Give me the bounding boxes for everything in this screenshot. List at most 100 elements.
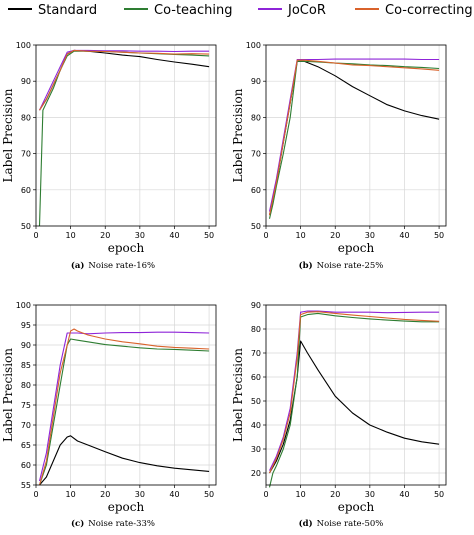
series-line-jocor — [268, 58, 440, 212]
y-tick-label: 60 — [251, 186, 261, 195]
panel-caption-tag: (c) — [71, 518, 84, 529]
y-tick-label: 40 — [251, 421, 261, 430]
series-line-co-correcting — [38, 328, 210, 486]
chart-panel: 0 10 20 30 40 50 20 30 40 50 60 70 80 90 epoch Label Pr… — [231, 301, 447, 529]
panel-caption: (b) Noise rate-25% — [299, 260, 384, 271]
series-line-standard — [268, 60, 440, 216]
y-axis-label: Label Precision — [231, 88, 245, 182]
series-line-co-teaching — [38, 338, 210, 486]
series-line-co-teaching — [268, 312, 440, 488]
x-tick-label: 30 — [365, 231, 375, 240]
y-tick-label: 55 — [21, 481, 31, 490]
x-tick-label: 0 — [263, 231, 268, 240]
series-line-standard — [269, 340, 440, 474]
y-axis-label: Label Precision — [1, 88, 15, 182]
x-tick-label: 0 — [33, 490, 38, 499]
x-tick-label: 20 — [100, 231, 110, 240]
y-tick-label: 20 — [251, 469, 261, 478]
panel-caption-text: Noise rate-50% — [317, 519, 384, 529]
panel-caption-tag: (b) — [299, 260, 313, 271]
legend-item: Standard — [8, 3, 97, 18]
series-line-co-correcting — [39, 49, 210, 111]
y-axis-label: Label Precision — [1, 348, 15, 442]
series-line-jocor — [39, 49, 210, 111]
y-tick-label: 50 — [251, 397, 261, 406]
series-line-co-correcting — [268, 59, 440, 216]
x-tick-label: 40 — [169, 490, 179, 499]
x-tick-label: 10 — [66, 231, 76, 240]
y-tick-label: 80 — [21, 113, 31, 122]
panel-caption-text: Noise rate-25% — [317, 261, 384, 271]
plot-frame — [265, 304, 447, 486]
y-tick-label: 90 — [251, 77, 261, 86]
series-line-jocor — [269, 310, 440, 471]
panel-caption-tag: (a) — [71, 260, 85, 271]
y-tick-label: 100 — [16, 301, 31, 310]
x-tick-label: 40 — [399, 490, 409, 499]
panel-caption: (a) Noise rate-16% — [71, 260, 155, 271]
x-tick-label: 20 — [100, 490, 110, 499]
x-tick-label: 30 — [135, 231, 145, 240]
y-tick-label: 65 — [21, 441, 31, 450]
panel-caption-tag: (d) — [299, 518, 313, 529]
y-tick-label: 80 — [21, 381, 31, 390]
y-tick-label: 90 — [21, 341, 31, 350]
panel-caption: (c) Noise rate-33% — [71, 518, 155, 529]
series-line-co-correcting — [269, 311, 440, 474]
x-tick-label: 30 — [135, 490, 145, 499]
y-tick-label: 100 — [246, 41, 261, 50]
x-axis-label: epoch — [108, 500, 145, 514]
y-tick-label: 60 — [21, 186, 31, 195]
series-line-co-teaching — [38, 50, 210, 227]
x-tick-label: 40 — [169, 231, 179, 240]
legend-label: Co-teaching — [154, 3, 233, 18]
y-tick-label: 95 — [21, 321, 31, 330]
y-tick-label: 30 — [251, 445, 261, 454]
x-tick-label: 50 — [434, 231, 444, 240]
x-tick-label: 30 — [365, 490, 375, 499]
x-axis-label: epoch — [338, 241, 375, 255]
x-tick-label: 50 — [434, 490, 444, 499]
y-tick-label: 85 — [21, 361, 31, 370]
legend-item: Co-correcting — [355, 3, 473, 18]
x-tick-label: 0 — [33, 231, 38, 240]
y-axis-label: Label Precision — [231, 348, 245, 442]
chart-panel: 0 10 20 30 40 50 50 60 70 80 90 100 epoch Label Preci… — [231, 41, 447, 271]
legend-item: JoCoR — [258, 3, 326, 18]
legend: Standard Co-teaching JoCoR Co-correcting — [8, 3, 473, 18]
x-tick-label: 50 — [204, 231, 214, 240]
x-tick-label: 10 — [296, 231, 306, 240]
legend-label: JoCoR — [287, 3, 326, 18]
x-tick-label: 40 — [399, 231, 409, 240]
legend-label: Co-correcting — [385, 3, 473, 18]
x-tick-label: 10 — [66, 490, 76, 499]
x-axis-label: epoch — [338, 500, 375, 514]
panel-caption: (d) Noise rate-50% — [299, 518, 384, 529]
y-tick-label: 70 — [251, 349, 261, 358]
plot-frame — [35, 44, 217, 227]
y-tick-label: 50 — [21, 222, 31, 231]
x-tick-label: 50 — [204, 490, 214, 499]
y-tick-label: 70 — [21, 150, 31, 159]
x-tick-label: 20 — [330, 490, 340, 499]
series-line-jocor — [38, 331, 210, 482]
x-tick-label: 20 — [330, 231, 340, 240]
x-tick-label: 0 — [263, 490, 268, 499]
y-tick-label: 70 — [251, 150, 261, 159]
y-tick-label: 90 — [21, 77, 31, 86]
legend-item: Co-teaching — [124, 3, 233, 18]
y-tick-label: 50 — [251, 222, 261, 231]
x-axis-label: epoch — [108, 241, 145, 255]
y-tick-label: 75 — [21, 401, 31, 410]
y-tick-label: 90 — [251, 301, 261, 310]
chart-panel: 0 10 20 30 40 50 50 60 70 80 90 100 epoch Label Preci… — [1, 41, 217, 271]
chart-panel: 0 10 20 30 40 50 55 60 65 70 75 80 85 90 95 100 epoch Lab… — [1, 301, 217, 529]
plot-frame — [35, 304, 217, 486]
y-tick-label: 60 — [251, 373, 261, 382]
y-tick-label: 80 — [251, 325, 261, 334]
x-tick-label: 10 — [296, 490, 306, 499]
y-tick-label: 70 — [21, 421, 31, 430]
legend-label: Standard — [38, 3, 97, 18]
